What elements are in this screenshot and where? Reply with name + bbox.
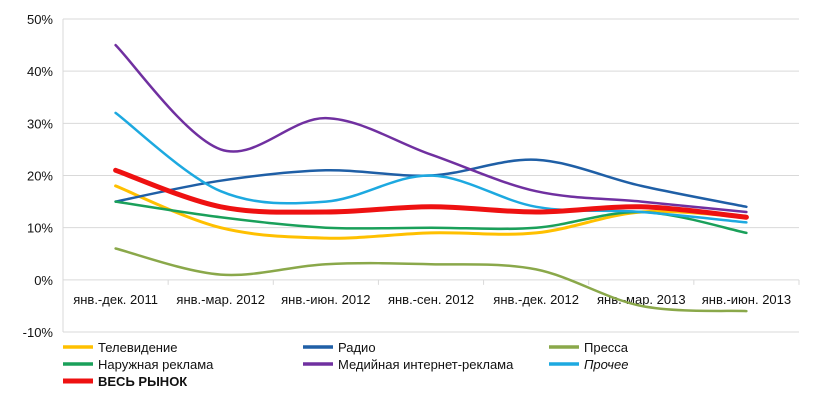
- y-tick-label: 0%: [34, 273, 53, 288]
- y-tick-label: 20%: [27, 169, 53, 184]
- legend-label: Пресса: [584, 340, 629, 355]
- legend-label: Прочее: [584, 357, 628, 372]
- legend-label: Наружная реклама: [98, 357, 214, 372]
- y-tick-label: 10%: [27, 221, 53, 236]
- y-tick-label: 40%: [27, 64, 53, 79]
- legend-label: Радио: [338, 340, 376, 355]
- series-line: [113, 167, 749, 220]
- x-axis-tick-labels: янв.-дек. 2011 янв.-мар. 2012 янв.-июн. 20…: [73, 292, 791, 307]
- x-tick-label: янв.-сен. 2012: [388, 292, 474, 307]
- series-line: [114, 43, 748, 214]
- y-tick-label: -10%: [23, 325, 54, 340]
- x-tick-label: янв.-июн. 2013: [702, 292, 791, 307]
- y-tick-label: 30%: [27, 116, 53, 131]
- legend: Телевидение Радио Пресса Наружная реклама Ме…: [63, 340, 629, 389]
- x-tick-label: янв.-мар. 2013: [597, 292, 686, 307]
- x-tick-label: янв.-июн. 2012: [281, 292, 370, 307]
- y-axis-tick-labels: -10% 0% 10% 20% 30% 40% 50%: [23, 12, 54, 340]
- legend-label: ВЕСЬ РЫНОК: [98, 374, 187, 389]
- x-tick-label: янв.-мар. 2012: [176, 292, 265, 307]
- legend-label: Медийная интернет-реклама: [338, 357, 514, 372]
- series-line: [114, 158, 748, 209]
- series-line: [114, 111, 748, 224]
- series-line: [114, 247, 748, 313]
- x-tick-label: янв.-дек. 2012: [493, 292, 579, 307]
- series-lines: [113, 43, 749, 313]
- legend-label: Телевидение: [98, 340, 177, 355]
- y-tick-label: 50%: [27, 12, 53, 27]
- x-tick-label: янв.-дек. 2011: [73, 292, 158, 307]
